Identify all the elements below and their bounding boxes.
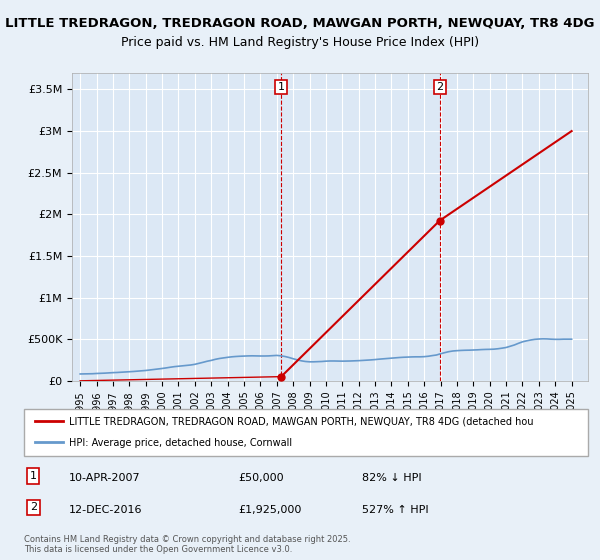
Text: 527% ↑ HPI: 527% ↑ HPI xyxy=(362,505,429,515)
Text: 1: 1 xyxy=(29,471,37,481)
Text: £50,000: £50,000 xyxy=(238,473,284,483)
Text: £1,925,000: £1,925,000 xyxy=(238,505,302,515)
FancyBboxPatch shape xyxy=(24,409,588,456)
Text: 10-APR-2007: 10-APR-2007 xyxy=(69,473,141,483)
Text: 2: 2 xyxy=(436,82,443,92)
Text: 82% ↓ HPI: 82% ↓ HPI xyxy=(362,473,422,483)
Text: Contains HM Land Registry data © Crown copyright and database right 2025.
This d: Contains HM Land Registry data © Crown c… xyxy=(24,535,350,554)
Text: 2: 2 xyxy=(29,502,37,512)
Text: 12-DEC-2016: 12-DEC-2016 xyxy=(69,505,143,515)
Text: LITTLE TREDRAGON, TREDRAGON ROAD, MAWGAN PORTH, NEWQUAY, TR8 4DG: LITTLE TREDRAGON, TREDRAGON ROAD, MAWGAN… xyxy=(5,17,595,30)
Text: 1: 1 xyxy=(278,82,284,92)
Text: HPI: Average price, detached house, Cornwall: HPI: Average price, detached house, Corn… xyxy=(69,438,292,448)
Text: LITTLE TREDRAGON, TREDRAGON ROAD, MAWGAN PORTH, NEWQUAY, TR8 4DG (detached hou: LITTLE TREDRAGON, TREDRAGON ROAD, MAWGAN… xyxy=(69,417,533,427)
Text: Price paid vs. HM Land Registry's House Price Index (HPI): Price paid vs. HM Land Registry's House … xyxy=(121,36,479,49)
